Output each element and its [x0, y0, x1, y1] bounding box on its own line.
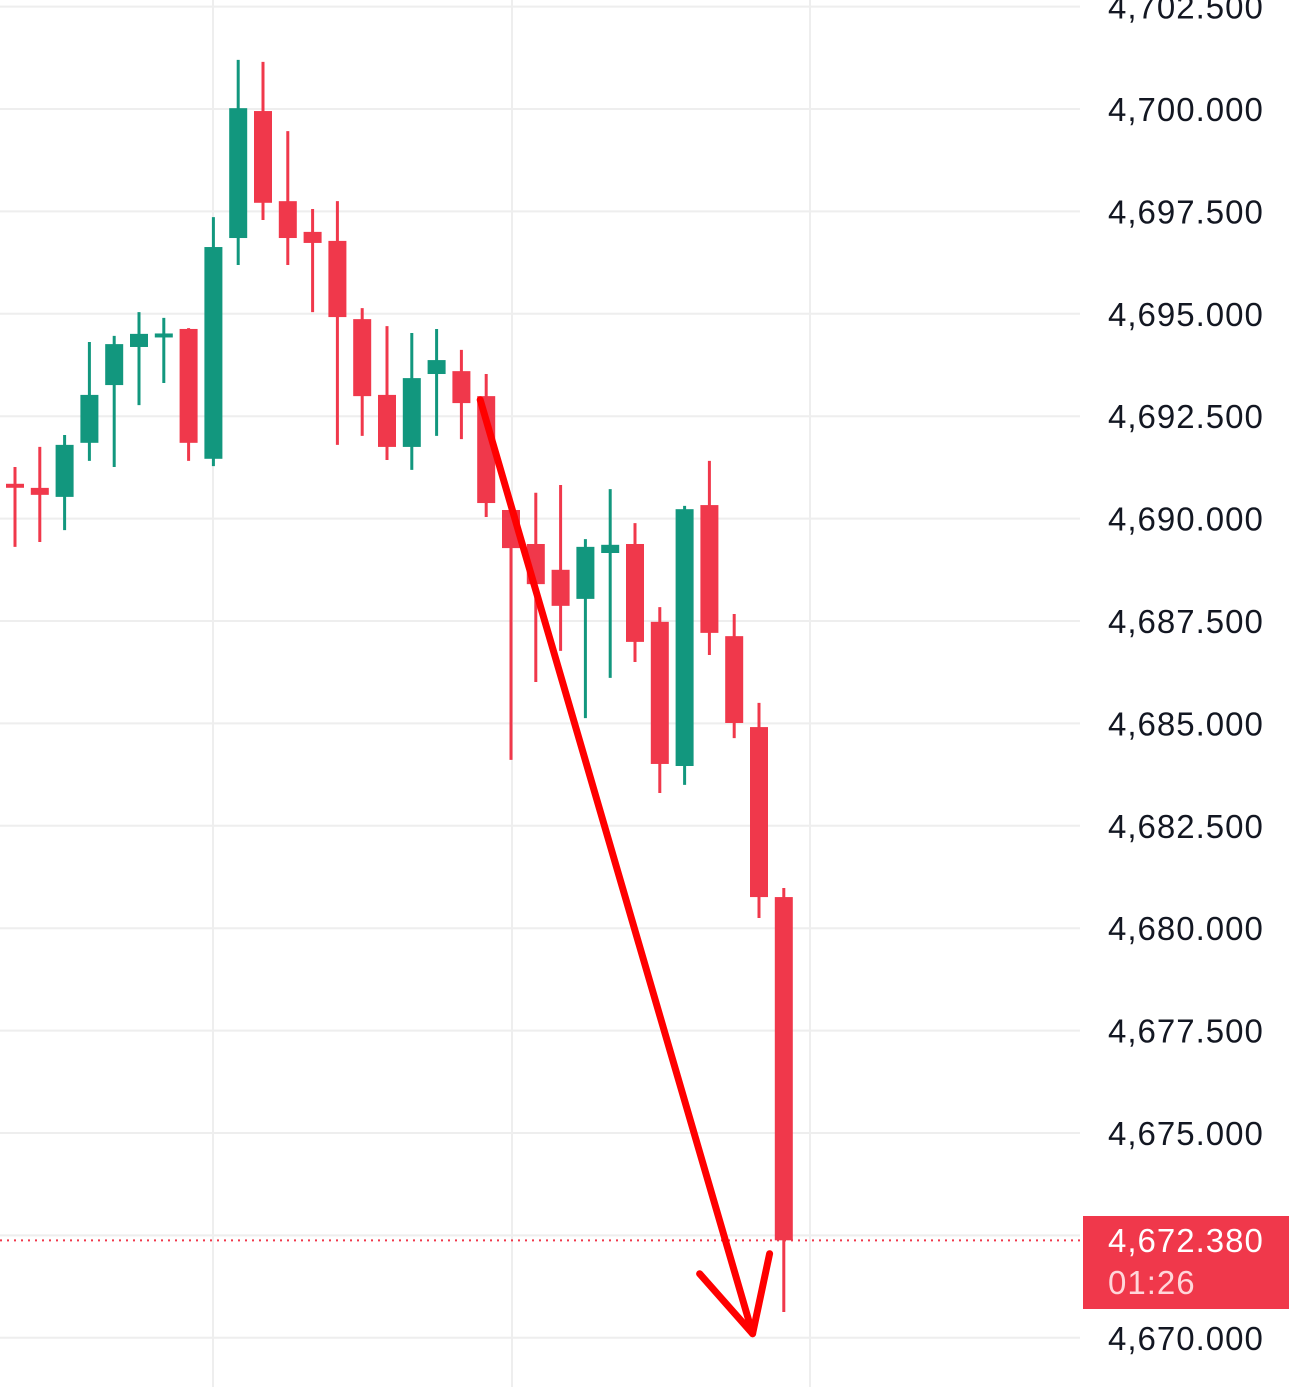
candle-down [551, 569, 570, 606]
candle-up [229, 108, 248, 239]
y-tick-label: 4,680.000 [1108, 910, 1264, 947]
y-tick-label: 4,682.500 [1108, 808, 1264, 845]
candle-up [601, 544, 620, 554]
candle-down [378, 394, 396, 447]
y-tick-label: 4,700.000 [1108, 91, 1264, 128]
last-price-badge [1083, 1216, 1289, 1309]
annotation-arrow [476, 396, 774, 1338]
candles [6, 59, 793, 1312]
candle-down [650, 621, 669, 764]
grid [0, 0, 1080, 1387]
y-tick-label: 4,687.500 [1108, 603, 1264, 640]
candle-up [427, 360, 446, 375]
y-tick-label: 4,702.500 [1108, 0, 1264, 26]
candle-up [402, 378, 421, 447]
candle-down [254, 111, 272, 203]
candle-up [55, 444, 74, 497]
candle-up [204, 247, 223, 459]
candle-up [105, 344, 124, 386]
candle-down [303, 231, 322, 243]
candle-up [576, 546, 595, 599]
price-axis[interactable]: 4,702.500 4,700.000 4,697.500 4,695.000 4,69… [1108, 0, 1264, 1357]
y-tick-label: 4,685.000 [1108, 705, 1264, 742]
last-price-label: 4,672.380 01:26 [1083, 1216, 1289, 1309]
candle-countdown: 01:26 [1108, 1264, 1196, 1301]
last-price-value: 4,672.380 [1108, 1222, 1264, 1259]
candle-up [130, 333, 148, 347]
candle-down [626, 543, 644, 642]
candle-down [328, 240, 347, 318]
arrow-head [696, 1250, 774, 1338]
candle-down [725, 636, 744, 723]
candle-up [154, 333, 173, 338]
candle-down [6, 483, 24, 488]
y-tick-label: 4,670.000 [1108, 1320, 1264, 1357]
candle-up [80, 394, 99, 443]
candle-down [750, 727, 768, 898]
candle-down [30, 487, 49, 495]
y-tick-label: 4,690.000 [1108, 501, 1264, 538]
y-tick-label: 4,675.000 [1108, 1115, 1264, 1152]
candle-up [675, 509, 694, 766]
candle-down [452, 371, 471, 404]
y-tick-label: 4,677.500 [1108, 1013, 1264, 1050]
candle-down [774, 897, 793, 1241]
y-tick-label: 4,695.000 [1108, 296, 1264, 333]
candle-down [278, 201, 297, 239]
candle-down [477, 396, 496, 504]
candle-down [700, 505, 719, 633]
y-tick-label: 4,697.500 [1108, 193, 1264, 230]
candle-down [353, 319, 372, 397]
candle-down [179, 328, 198, 443]
y-tick-label: 4,692.500 [1108, 398, 1264, 435]
arrow-shaft [476, 396, 757, 1338]
